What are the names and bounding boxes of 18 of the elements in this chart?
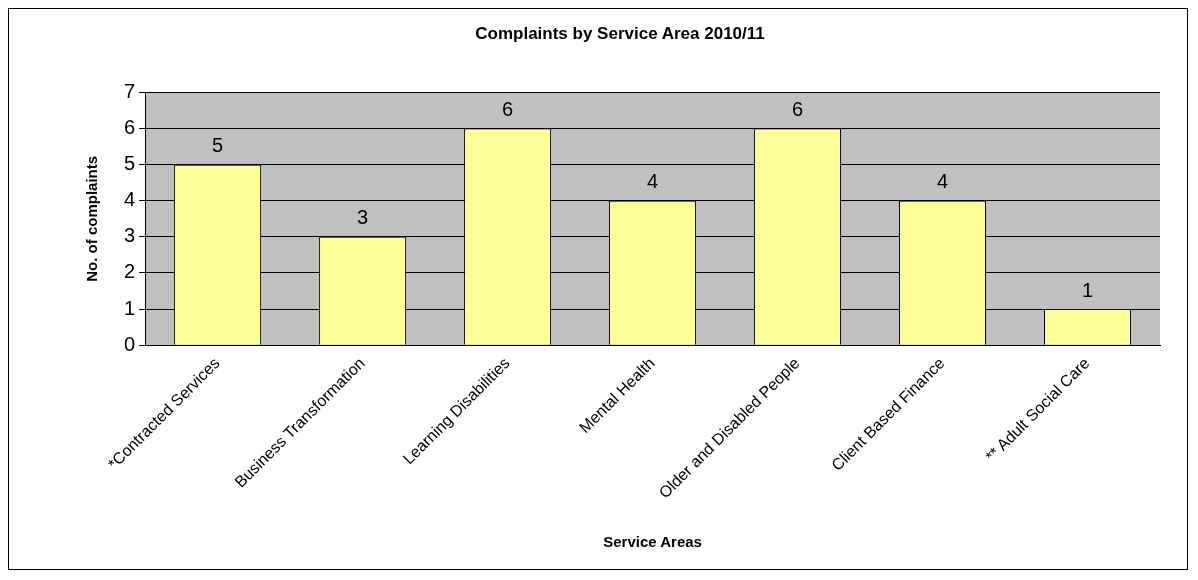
y-tick-label: 6 <box>124 116 136 139</box>
y-tick-label: 0 <box>124 332 136 355</box>
y-tick-label: 2 <box>124 260 136 283</box>
data-label: 6 <box>502 98 514 121</box>
y-tick-label: 1 <box>124 296 136 319</box>
data-label: 5 <box>212 134 224 157</box>
data-label: 3 <box>357 206 369 229</box>
y-tick-label: 7 <box>124 79 136 102</box>
data-label: 4 <box>936 170 949 193</box>
data-label: 4 <box>647 170 659 193</box>
data-label: 6 <box>791 98 804 121</box>
chart-title: Complaints by Service Area 2010/11 <box>475 23 765 43</box>
data-label: 1 <box>1081 278 1094 301</box>
x-axis-title: Service Areas <box>603 533 702 551</box>
y-tick-label: 4 <box>124 188 136 211</box>
y-tick-label: 3 <box>124 224 136 247</box>
y-axis-title: No. of complaints <box>83 155 101 282</box>
y-tick-label: 5 <box>124 152 136 175</box>
